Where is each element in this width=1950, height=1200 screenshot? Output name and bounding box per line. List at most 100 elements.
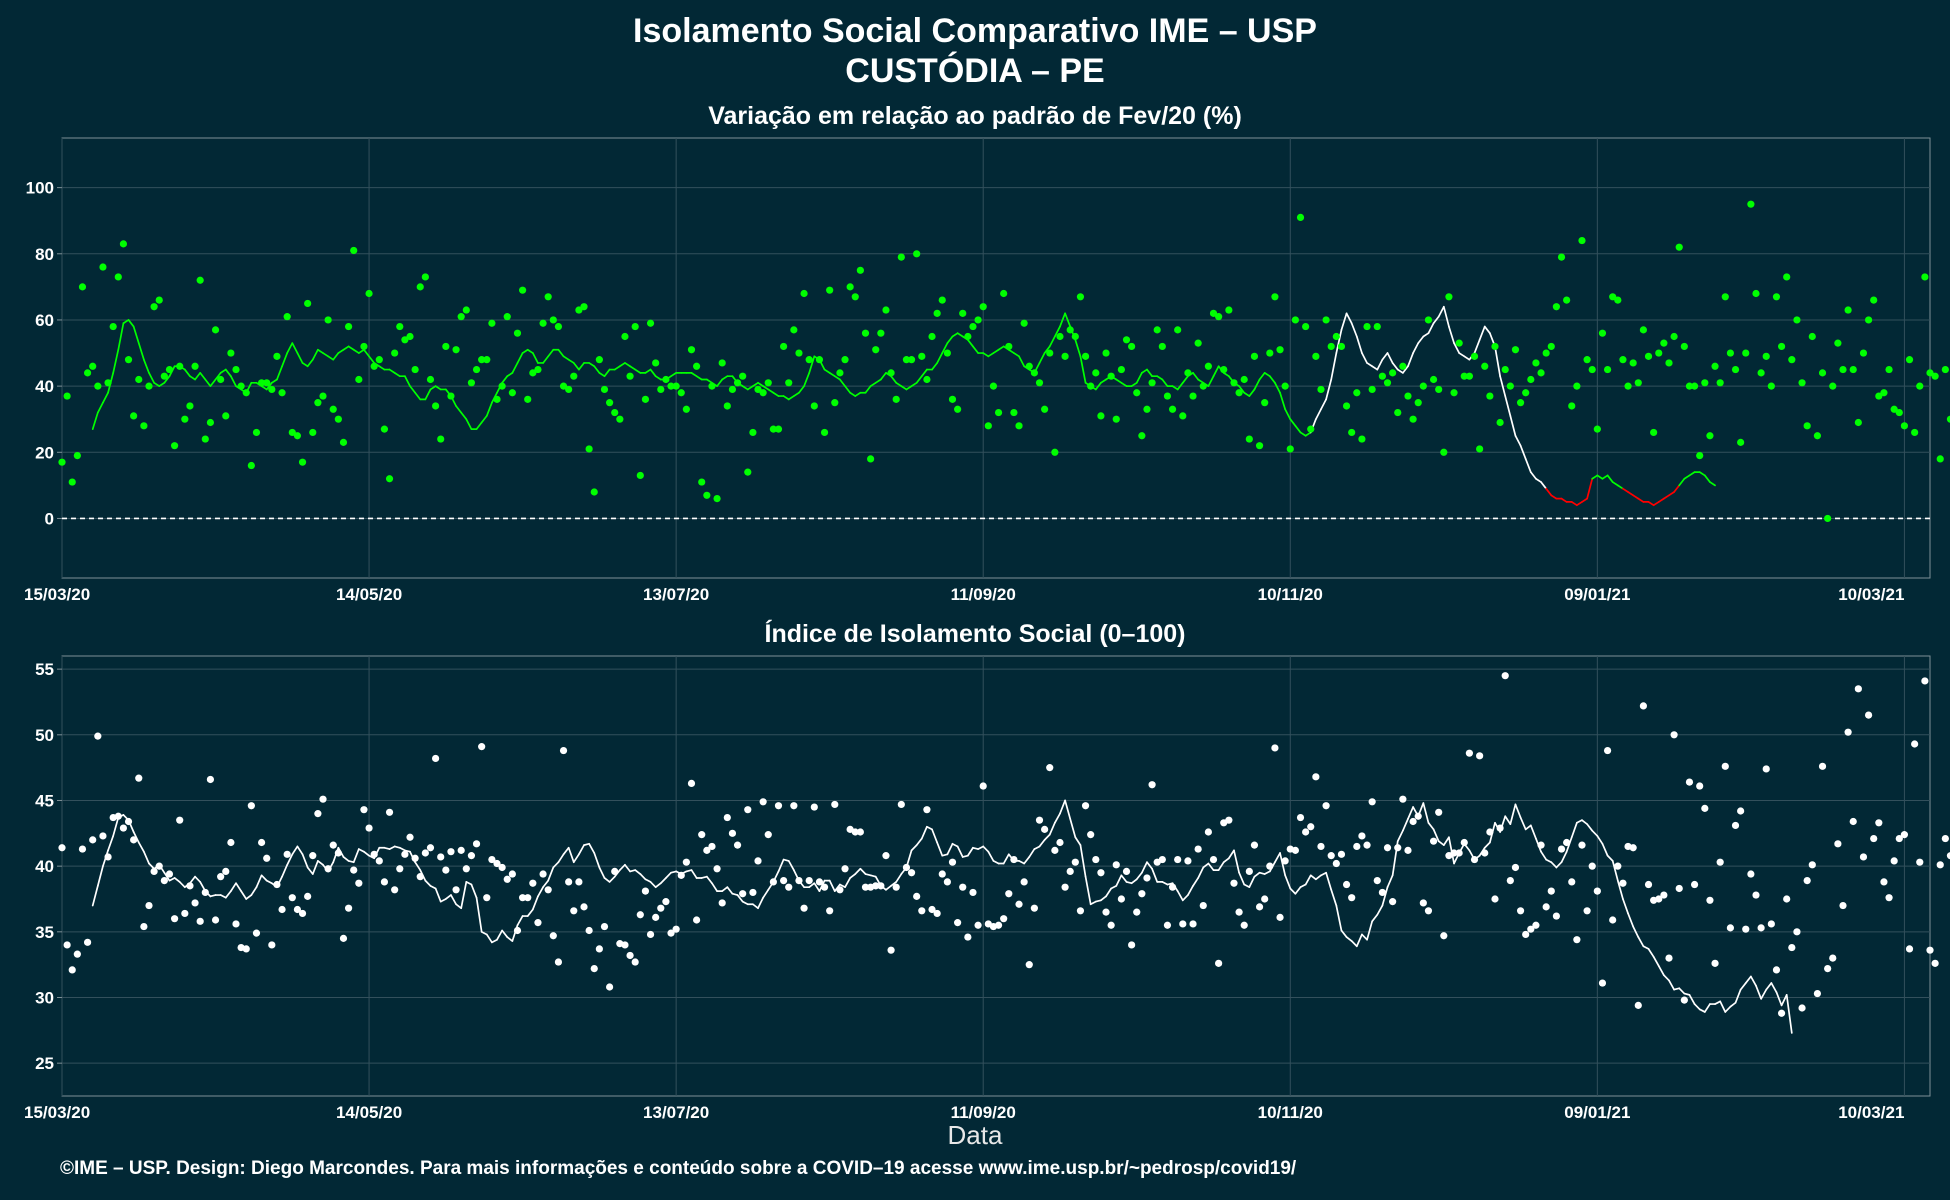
moving-average-segment <box>286 342 294 354</box>
moving-average-segment <box>967 338 974 348</box>
moving-average-segment <box>516 352 524 364</box>
data-point <box>1389 369 1397 377</box>
moving-average-segment <box>1253 378 1261 391</box>
moving-average-segment <box>972 846 979 850</box>
moving-average-segment <box>1744 975 1752 984</box>
moving-average-segment <box>624 863 631 873</box>
data-point <box>1255 903 1264 911</box>
data-point <box>380 425 389 433</box>
moving-average-segment <box>1340 929 1348 938</box>
moving-average-segment <box>224 368 232 378</box>
data-point <box>1383 379 1392 387</box>
data-point <box>1317 385 1325 394</box>
data-point <box>1783 273 1791 281</box>
moving-average-segment <box>1412 342 1420 354</box>
data-point <box>488 855 496 864</box>
data-point <box>1061 883 1069 891</box>
moving-average-segment <box>987 850 995 862</box>
data-point <box>211 326 220 334</box>
data-point <box>1916 382 1924 390</box>
data-point <box>841 865 849 873</box>
data-point <box>1092 855 1100 864</box>
data-point <box>339 438 348 446</box>
moving-average-segment <box>1315 408 1322 421</box>
data-point <box>1153 326 1161 334</box>
data-point <box>585 445 593 453</box>
data-point <box>1701 379 1709 387</box>
data-point <box>1066 326 1074 334</box>
moving-average-segment <box>455 903 463 910</box>
data-point <box>1332 859 1340 868</box>
data-point <box>733 841 742 849</box>
data-point <box>1035 816 1044 824</box>
data-point <box>698 478 706 486</box>
data-point <box>324 865 332 873</box>
data-point <box>1880 389 1888 397</box>
moving-average-segment <box>1135 372 1143 384</box>
moving-average-segment <box>1396 368 1404 374</box>
moving-average-segment <box>1494 345 1501 378</box>
x-tick-label: 10/03/21 <box>1838 1103 1904 1122</box>
data-point <box>948 395 957 403</box>
moving-average-segment <box>475 896 483 933</box>
y-tick-label: 20 <box>35 443 54 462</box>
moving-average-segment <box>967 846 974 857</box>
moving-average-segment <box>163 871 171 882</box>
data-point <box>1342 402 1351 410</box>
data-point <box>181 415 189 423</box>
data-point <box>150 867 158 876</box>
moving-average-segment <box>1243 391 1251 397</box>
moving-average-segment <box>460 881 468 910</box>
moving-average-segment <box>1606 474 1614 483</box>
data-point <box>324 316 332 324</box>
moving-average-segment <box>1560 850 1568 864</box>
data-point <box>503 313 511 321</box>
data-point <box>529 879 537 887</box>
data-point <box>1460 838 1468 847</box>
moving-average-segment <box>828 372 836 378</box>
data-point <box>652 913 660 921</box>
moving-average-segment <box>772 391 780 397</box>
data-point <box>1813 432 1822 440</box>
moving-average-segment <box>414 861 422 871</box>
data-point <box>217 375 225 384</box>
data-point <box>1235 389 1243 397</box>
moving-average-segment <box>920 368 928 378</box>
data-point <box>288 894 296 902</box>
moving-average-segment <box>634 368 642 374</box>
moving-average-segment <box>1775 991 1783 1007</box>
plot-frame <box>61 655 1931 1097</box>
data-point <box>892 395 900 403</box>
data-point <box>1926 946 1934 954</box>
data-point <box>1235 908 1243 916</box>
data-point <box>1824 514 1832 523</box>
data-point <box>677 389 685 397</box>
moving-average-segment <box>849 873 857 879</box>
data-point <box>201 435 209 443</box>
moving-average-segment <box>1785 994 1793 1034</box>
moving-average-segment <box>1386 874 1394 889</box>
data-point <box>1609 293 1617 301</box>
moving-average-segment <box>798 385 805 394</box>
data-point <box>1890 405 1898 413</box>
moving-average-segment <box>1345 936 1353 942</box>
data-point <box>933 909 941 918</box>
moving-average-segment <box>347 860 355 864</box>
data-point <box>805 356 813 364</box>
data-point <box>232 920 240 928</box>
data-point <box>472 840 481 848</box>
moving-average-segment <box>1130 381 1138 387</box>
moving-average-segment <box>992 860 1000 865</box>
moving-average-segment <box>956 332 964 338</box>
data-point <box>1547 887 1555 895</box>
data-point <box>1158 855 1166 864</box>
moving-average-segment <box>936 352 944 364</box>
moving-average-segment <box>1274 852 1281 864</box>
data-point <box>1373 322 1381 331</box>
moving-average-segment <box>1581 497 1588 503</box>
moving-average-segment <box>910 844 918 852</box>
data-point <box>1706 432 1714 440</box>
moving-average-segment <box>1581 819 1588 825</box>
moving-average-segment <box>189 375 196 381</box>
data-point <box>385 808 394 816</box>
